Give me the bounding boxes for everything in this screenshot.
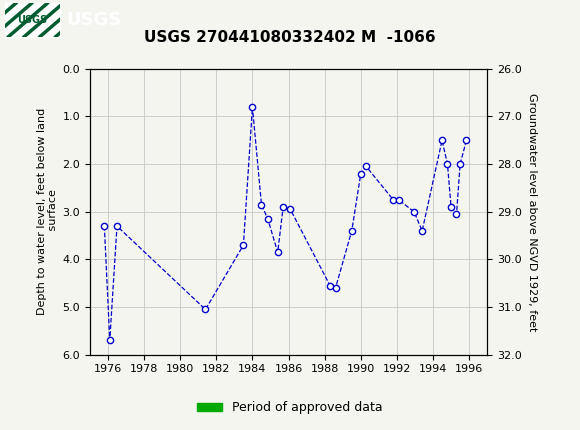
Bar (244, 355, 297, 359)
Bar (104, 355, 117, 359)
Y-axis label: Groundwater level above NGVD 1929, feet: Groundwater level above NGVD 1929, feet (527, 92, 537, 331)
Legend: Period of approved data: Period of approved data (192, 396, 388, 419)
Text: USGS 270441080332402 M  -1066: USGS 270441080332402 M -1066 (144, 30, 436, 45)
FancyBboxPatch shape (5, 3, 60, 37)
Bar (327, 355, 380, 359)
Text: USGS: USGS (67, 11, 122, 29)
Bar (241, 355, 244, 359)
Text: USGS: USGS (17, 15, 47, 25)
Bar (419, 355, 471, 359)
Bar (208, 355, 210, 359)
Bar (411, 355, 416, 359)
Y-axis label: Depth to water level, feet below land
 surface: Depth to water level, feet below land su… (37, 108, 58, 315)
